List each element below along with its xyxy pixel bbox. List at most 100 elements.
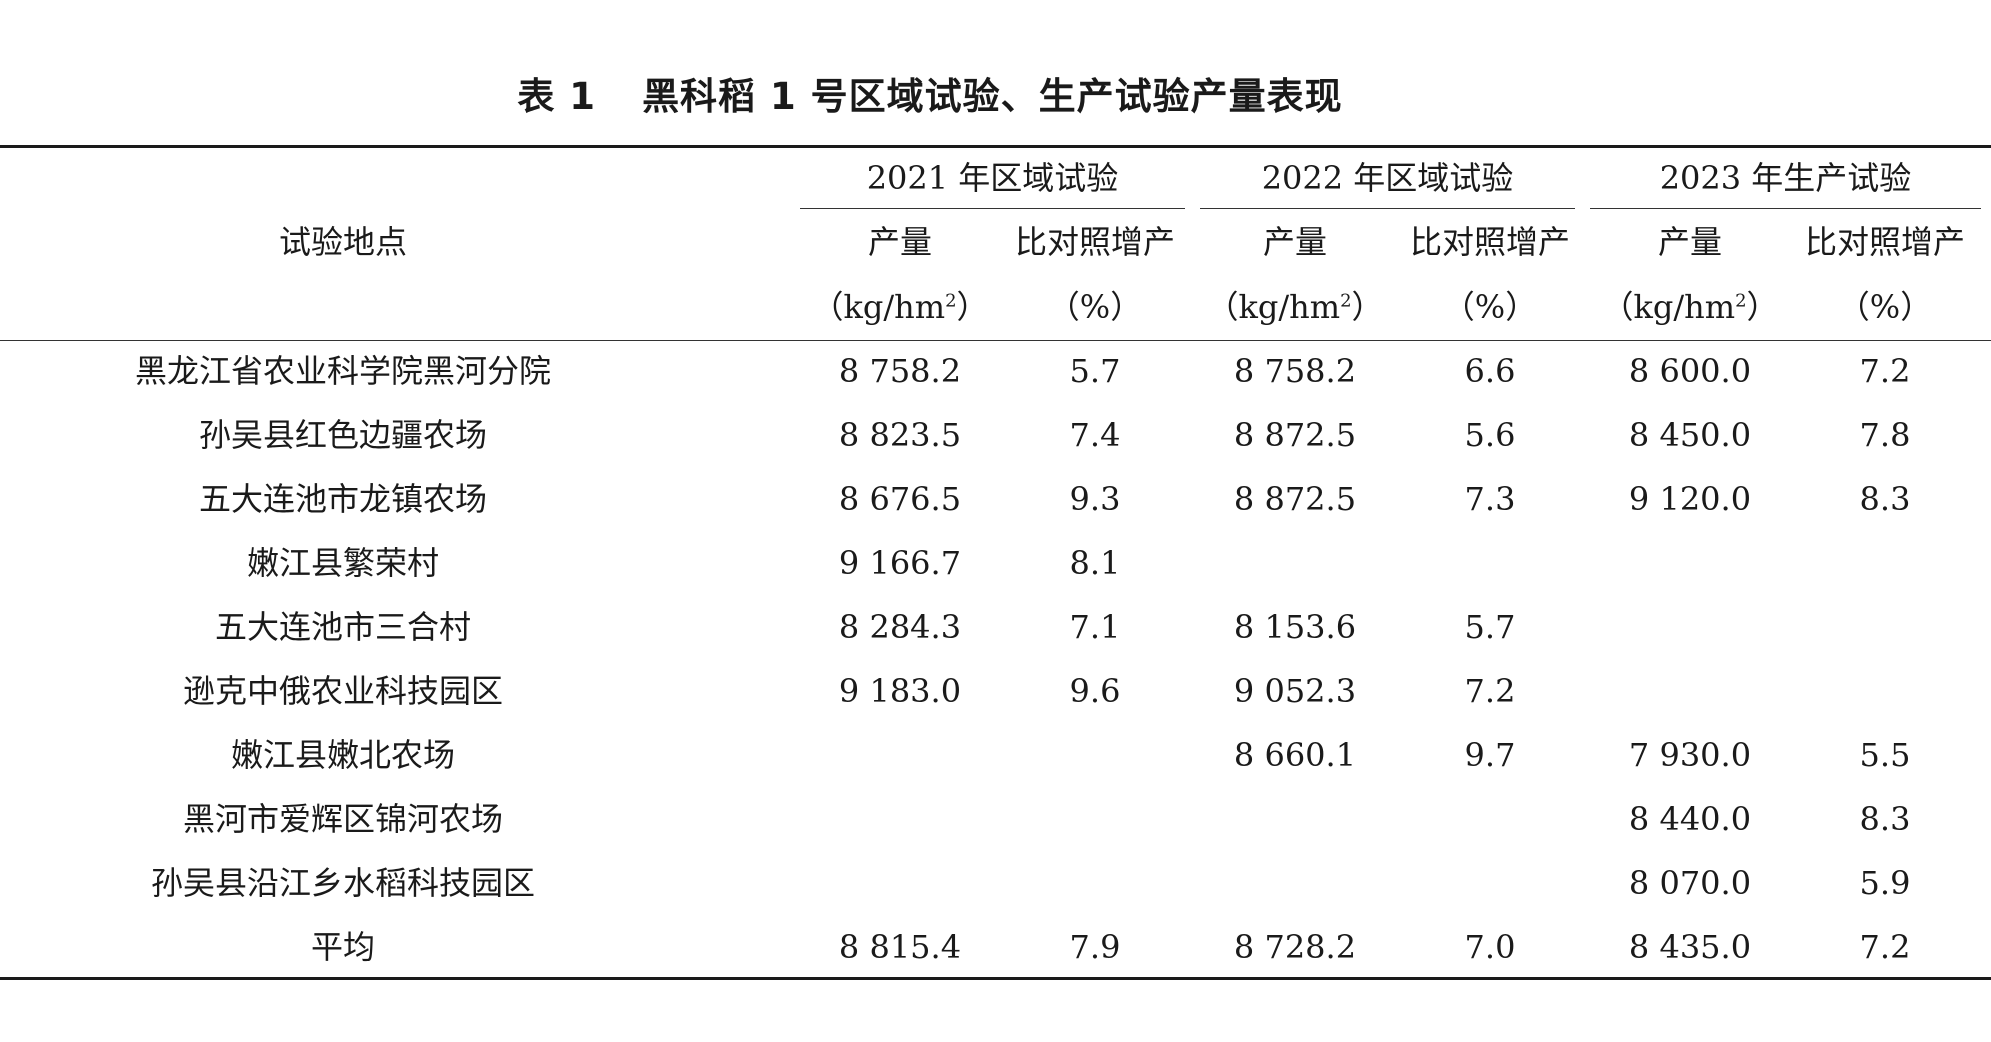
increase-2021: 7.9	[1069, 928, 1121, 966]
yield-2022: 8 728.2	[1233, 928, 1357, 966]
site-name: 嫩江县嫩北农场	[230, 736, 455, 774]
site-name: 五大连池市三合村	[214, 608, 471, 646]
yield-2022: 8 872.5	[1233, 416, 1357, 454]
increase-2021: 9.3	[1069, 480, 1121, 518]
yield-2023	[1590, 602, 1790, 652]
top-rule	[0, 145, 1991, 148]
yield-2022: 8 872.5	[1233, 480, 1357, 518]
increase-2021	[1000, 858, 1190, 908]
header-yield-unit-2022: （kg/hm2）	[1206, 288, 1384, 326]
yield-2022	[1195, 538, 1395, 588]
yield-2021: 8 815.4	[838, 928, 962, 966]
site-name: 孙吴县沿江乡水稻科技园区	[150, 864, 535, 902]
yield-2022	[1195, 794, 1395, 844]
yield-2023: 8 440.0	[1628, 800, 1752, 838]
increase-2021: 7.4	[1069, 416, 1121, 454]
header-site: 试验地点	[278, 223, 407, 261]
increase-2021: 7.1	[1069, 608, 1121, 646]
yield-2021: 8 676.5	[838, 480, 962, 518]
increase-2023: 8.3	[1859, 480, 1911, 518]
header-increase-2021: 比对照增产	[1014, 223, 1175, 261]
table-caption: 表 1 黑科稻 1 号区域试验、生产试验产量表现	[0, 66, 1860, 120]
increase-2023	[1790, 538, 1980, 588]
table-row: 黑河市爱辉区锦河农场 8 440.0 8.3	[0, 794, 1991, 858]
header-increase-unit-2021: （%）	[1047, 288, 1143, 326]
yield-2023	[1590, 538, 1790, 588]
yield-2021: 9 166.7	[838, 544, 962, 582]
header-yield-2021: 产量	[867, 223, 932, 261]
table-row: 逊克中俄农业科技园区 9 183.0 9.6 9 052.3 7.2	[0, 666, 1991, 730]
site-name: 逊克中俄农业科技园区	[182, 672, 503, 710]
header-yield-unit-2021: （kg/hm2）	[811, 288, 989, 326]
group-rule-2021	[800, 208, 1185, 209]
site-name: 黑河市爱辉区锦河农场	[182, 800, 503, 838]
group-rule-2022	[1200, 208, 1575, 209]
yield-2022: 8 660.1	[1233, 736, 1357, 774]
yield-2021	[800, 730, 1000, 780]
header-group-2022: 2022 年区域试验	[1261, 159, 1514, 197]
header-increase-unit-2023: （%）	[1837, 288, 1933, 326]
header-group-2021: 2021 年区域试验	[866, 159, 1119, 197]
increase-2021: 5.7	[1069, 352, 1121, 390]
yield-2021	[800, 794, 1000, 844]
increase-2023: 7.8	[1859, 416, 1911, 454]
table-row: 孙吴县红色边疆农场 8 823.5 7.4 8 872.5 5.6 8 450.…	[0, 410, 1991, 474]
table-title: 黑科稻 1 号区域试验、生产试验产量表现	[642, 75, 1343, 118]
increase-2023: 7.2	[1859, 352, 1911, 390]
header-bottom-rule	[0, 340, 1991, 341]
increase-2021	[1000, 730, 1190, 780]
site-name: 五大连池市龙镇农场	[198, 480, 487, 518]
yield-2022: 8 153.6	[1233, 608, 1357, 646]
increase-2021: 8.1	[1069, 544, 1121, 582]
table-row: 嫩江县嫩北农场 8 660.1 9.7 7 930.0 5.5	[0, 730, 1991, 794]
increase-2022: 7.3	[1464, 480, 1516, 518]
header-increase-2023: 比对照增产	[1804, 223, 1965, 261]
site-name: 平均	[310, 928, 375, 966]
bottom-rule	[0, 977, 1991, 980]
increase-2023	[1790, 602, 1980, 652]
table-row: 孙吴县沿江乡水稻科技园区 8 070.0 5.9	[0, 858, 1991, 922]
yield-2023	[1590, 666, 1790, 716]
site-name: 嫩江县繁荣村	[246, 544, 439, 582]
table-row: 五大连池市三合村 8 284.3 7.1 8 153.6 5.7	[0, 602, 1991, 666]
yield-2023: 7 930.0	[1628, 736, 1752, 774]
table-row: 黑龙江省农业科学院黑河分院 8 758.2 5.7 8 758.2 6.6 8 …	[0, 346, 1991, 410]
yield-2022: 9 052.3	[1233, 672, 1357, 710]
site-name: 黑龙江省农业科学院黑河分院	[134, 352, 551, 390]
yield-2021: 8 823.5	[838, 416, 962, 454]
header-yield-unit-2023: （kg/hm2）	[1601, 288, 1779, 326]
header-increase-unit-2022: （%）	[1442, 288, 1538, 326]
yield-2021: 8 758.2	[838, 352, 962, 390]
yield-2023: 9 120.0	[1628, 480, 1752, 518]
site-name: 孙吴县红色边疆农场	[198, 416, 487, 454]
yield-2021: 9 183.0	[838, 672, 962, 710]
table-number: 表 1	[517, 75, 597, 118]
increase-2021	[1000, 794, 1190, 844]
increase-2022	[1395, 794, 1585, 844]
increase-2021: 9.6	[1069, 672, 1121, 710]
increase-2022: 5.6	[1464, 416, 1516, 454]
increase-2022: 9.7	[1464, 736, 1516, 774]
header-yield-2022: 产量	[1262, 223, 1327, 261]
increase-2023: 5.9	[1859, 864, 1911, 902]
header-group-2023: 2023 年生产试验	[1659, 159, 1912, 197]
yield-2021: 8 284.3	[838, 608, 962, 646]
yield-2023: 8 070.0	[1628, 864, 1752, 902]
yield-2023: 8 600.0	[1628, 352, 1752, 390]
table-row: 嫩江县繁荣村 9 166.7 8.1	[0, 538, 1991, 602]
table-row: 五大连池市龙镇农场 8 676.5 9.3 8 872.5 7.3 9 120.…	[0, 474, 1991, 538]
increase-2022: 7.2	[1464, 672, 1516, 710]
table-row-average: 平均 8 815.4 7.9 8 728.2 7.0 8 435.0 7.2	[0, 922, 1991, 986]
yield-2022	[1195, 858, 1395, 908]
increase-2023: 5.5	[1859, 736, 1911, 774]
header-increase-2022: 比对照增产	[1409, 223, 1570, 261]
increase-2023: 7.2	[1859, 928, 1911, 966]
yield-2023: 8 450.0	[1628, 416, 1752, 454]
increase-2022	[1395, 538, 1585, 588]
increase-2022: 5.7	[1464, 608, 1516, 646]
yield-2021	[800, 858, 1000, 908]
increase-2022: 7.0	[1464, 928, 1516, 966]
increase-2023	[1790, 666, 1980, 716]
yield-2023: 8 435.0	[1628, 928, 1752, 966]
yield-2022: 8 758.2	[1233, 352, 1357, 390]
